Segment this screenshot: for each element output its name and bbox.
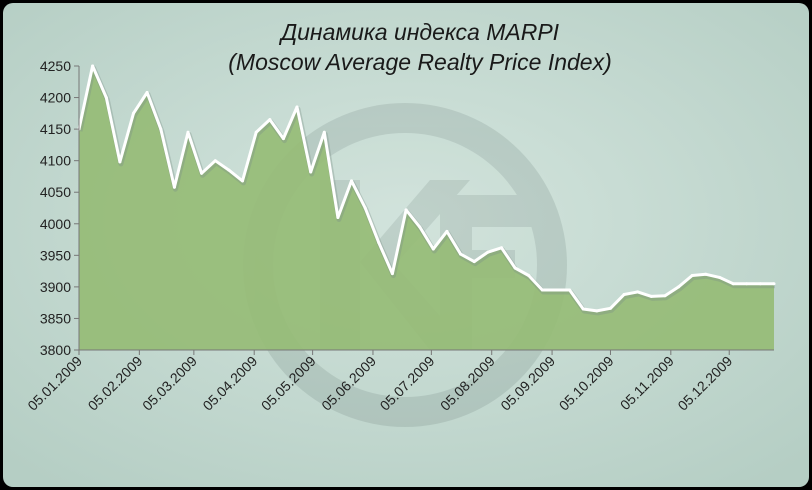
data-point bbox=[186, 130, 190, 134]
chart-title: Динамика индекса MARPI bbox=[278, 19, 560, 45]
data-point bbox=[622, 293, 626, 296]
y-tick-label: 3850 bbox=[40, 310, 71, 326]
data-point bbox=[745, 282, 749, 286]
data-point bbox=[159, 127, 163, 131]
y-tick-label: 3800 bbox=[40, 342, 71, 358]
data-point bbox=[404, 208, 408, 212]
data-point bbox=[636, 290, 640, 294]
data-point bbox=[418, 225, 422, 229]
y-tick-label: 4000 bbox=[40, 216, 71, 232]
data-point bbox=[377, 241, 381, 245]
data-point bbox=[104, 96, 108, 100]
data-point bbox=[363, 206, 367, 210]
data-point bbox=[145, 91, 149, 94]
data-point bbox=[663, 294, 667, 298]
data-point bbox=[172, 185, 176, 189]
data-point bbox=[718, 275, 721, 279]
data-point bbox=[704, 272, 708, 276]
data-point bbox=[132, 111, 135, 115]
axes-layer bbox=[78, 66, 774, 351]
y-tick-labels: 4250 4200 4150 4100 4050 4000 3950 3900 3850 3800 bbox=[40, 58, 79, 358]
data-point bbox=[609, 306, 612, 310]
data-point bbox=[772, 282, 776, 286]
data-point bbox=[390, 272, 394, 276]
data-point bbox=[540, 288, 544, 292]
data-point bbox=[554, 288, 558, 292]
y-tick-label: 4100 bbox=[40, 153, 71, 169]
data-point bbox=[649, 294, 653, 298]
data-point bbox=[118, 160, 122, 164]
data-point bbox=[431, 247, 435, 251]
data-point bbox=[486, 250, 490, 254]
data-point bbox=[459, 252, 463, 256]
data-point bbox=[336, 216, 340, 219]
data-point bbox=[690, 274, 694, 277]
y-tick-label: 4250 bbox=[40, 58, 71, 74]
data-point bbox=[472, 260, 476, 264]
data-point bbox=[581, 307, 585, 311]
area-fill bbox=[79, 66, 774, 350]
data-point bbox=[758, 282, 762, 286]
data-point bbox=[677, 285, 681, 289]
data-point bbox=[513, 266, 517, 270]
data-point bbox=[731, 282, 735, 286]
chart-subtitle: (Moscow Average Realty Price Index) bbox=[228, 49, 612, 75]
y-tick-label: 4050 bbox=[40, 184, 71, 200]
data-point bbox=[309, 170, 313, 174]
data-point bbox=[527, 274, 531, 277]
data-point bbox=[295, 105, 299, 109]
data-point bbox=[268, 118, 272, 122]
data-point bbox=[200, 171, 204, 175]
data-point bbox=[91, 64, 95, 68]
data-point bbox=[227, 168, 231, 172]
data-point bbox=[213, 159, 217, 163]
area-layer bbox=[79, 66, 774, 350]
data-point bbox=[500, 246, 503, 250]
data-point bbox=[445, 229, 449, 233]
series-line bbox=[77, 64, 774, 313]
y-tick-label: 3950 bbox=[40, 247, 71, 263]
data-point bbox=[350, 179, 353, 183]
data-point bbox=[241, 179, 244, 183]
data-point bbox=[568, 288, 572, 292]
data-point bbox=[281, 137, 285, 141]
data-point bbox=[254, 130, 258, 134]
line-layer bbox=[77, 64, 776, 316]
y-tick-label: 4200 bbox=[40, 90, 71, 106]
y-tick-label: 4150 bbox=[40, 121, 71, 137]
y-tick-label: 3900 bbox=[40, 279, 71, 295]
data-point bbox=[322, 130, 326, 134]
data-point bbox=[595, 309, 599, 313]
